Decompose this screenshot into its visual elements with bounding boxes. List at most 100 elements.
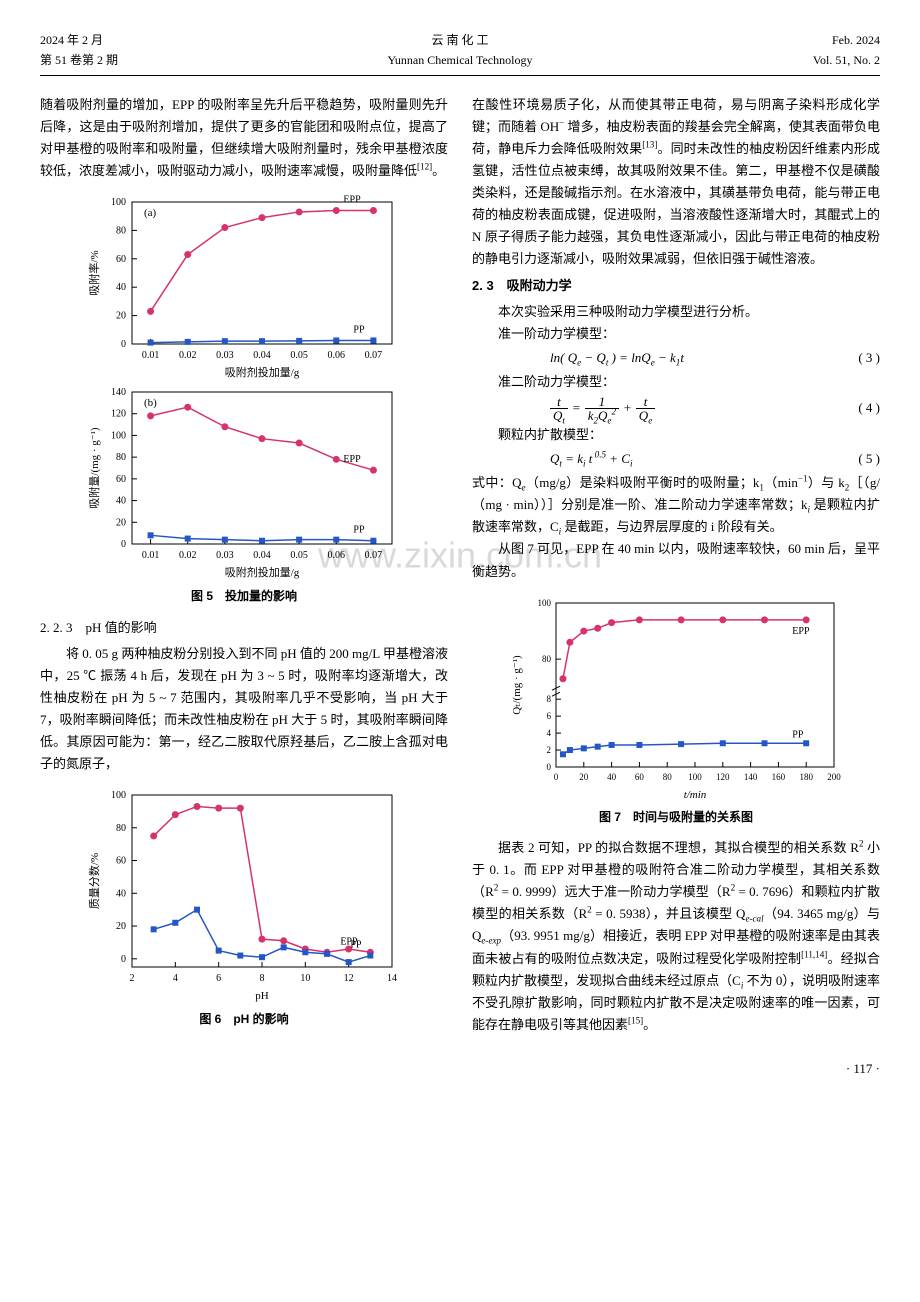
svg-text:吸附率/%: 吸附率/% bbox=[87, 251, 101, 296]
svg-text:(b): (b) bbox=[144, 397, 157, 409]
svg-text:0.04: 0.04 bbox=[253, 350, 271, 361]
header-month: Feb. 2024 bbox=[760, 30, 880, 50]
svg-text:60: 60 bbox=[116, 254, 126, 265]
figure-6: 2468101214020406080100pH质量分数/%EPPPP 图 6 … bbox=[40, 785, 448, 1029]
paragraph-3: 在酸性环境易质子化，从而使其带正电荷，易与阴离子染料形成化学键；而随着 OH− … bbox=[472, 94, 880, 271]
svg-text:120: 120 bbox=[716, 772, 730, 782]
svg-text:PP: PP bbox=[353, 525, 365, 536]
svg-text:100: 100 bbox=[688, 772, 702, 782]
header-vol-no: Vol. 51, No. 2 bbox=[760, 50, 880, 70]
paragraph-4: 本次实验采用三种吸附动力学模型进行分析。 bbox=[472, 301, 880, 323]
svg-text:40: 40 bbox=[116, 888, 126, 899]
svg-text:80: 80 bbox=[542, 654, 552, 664]
figure-6-chart: 2468101214020406080100pH质量分数/%EPPPP bbox=[84, 785, 404, 1005]
svg-text:60: 60 bbox=[116, 856, 126, 867]
svg-text:Qₜ/(mg · g⁻¹): Qₜ/(mg · g⁻¹) bbox=[511, 655, 523, 715]
section-2-2-3: 2. 2. 3 pH 值的影响 bbox=[40, 617, 448, 639]
svg-text:60: 60 bbox=[635, 772, 645, 782]
model-1-label: 准一阶动力学模型： bbox=[472, 323, 880, 345]
svg-text:10: 10 bbox=[300, 973, 310, 984]
svg-text:100: 100 bbox=[111, 431, 126, 442]
header-volume: 第 51 卷第 2 期 bbox=[40, 50, 160, 70]
svg-text:180: 180 bbox=[799, 772, 813, 782]
svg-text:PP: PP bbox=[350, 940, 362, 951]
svg-text:0.02: 0.02 bbox=[179, 550, 197, 561]
svg-text:吸附量/(mg · g⁻¹): 吸附量/(mg · g⁻¹) bbox=[87, 427, 101, 509]
svg-text:140: 140 bbox=[744, 772, 758, 782]
section-2-3: 2. 3 吸附动力学 bbox=[472, 275, 880, 297]
figure-5b-chart: 0.010.020.030.040.050.060.07020406080100… bbox=[84, 382, 404, 582]
figure-6-caption: 图 6 pH 的影响 bbox=[40, 1009, 448, 1029]
equation-4: t Qt = 1 k2Qe2 + t Qe ( 4 ) bbox=[472, 395, 880, 422]
svg-text:0.07: 0.07 bbox=[365, 350, 383, 361]
paragraph-2: 将 0. 05 g 两种柚皮粉分别投入到不同 pH 值的 200 mg/L 甲基… bbox=[40, 643, 448, 776]
svg-text:160: 160 bbox=[772, 772, 786, 782]
svg-text:40: 40 bbox=[607, 772, 617, 782]
svg-text:(a): (a) bbox=[144, 207, 157, 219]
equation-3: ln( Qe − Qt ) = lnQe − k1t ( 3 ) bbox=[472, 347, 880, 369]
page-header: 2024 年 2 月 第 51 卷第 2 期 云 南 化 工 Yunnan Ch… bbox=[40, 30, 880, 76]
svg-text:40: 40 bbox=[116, 282, 126, 293]
svg-text:PP: PP bbox=[353, 325, 365, 336]
svg-text:80: 80 bbox=[116, 452, 126, 463]
paragraph-1: 随着吸附剂量的增加，EPP 的吸附率呈先升后平稳趋势，吸附量则先升后降，这是由于… bbox=[40, 94, 448, 182]
svg-text:0: 0 bbox=[121, 339, 126, 350]
svg-text:100: 100 bbox=[111, 197, 126, 208]
svg-text:120: 120 bbox=[111, 409, 126, 420]
page-number: · 117 · bbox=[40, 1058, 880, 1080]
svg-text:100: 100 bbox=[111, 790, 126, 801]
svg-text:12: 12 bbox=[344, 973, 354, 984]
svg-text:0: 0 bbox=[121, 539, 126, 550]
svg-text:20: 20 bbox=[116, 921, 126, 932]
svg-text:0.07: 0.07 bbox=[365, 550, 383, 561]
svg-text:EPP: EPP bbox=[792, 625, 810, 636]
journal-title-cn: 云 南 化 工 bbox=[160, 30, 760, 50]
model-2-label: 准二阶动力学模型： bbox=[472, 371, 880, 393]
svg-text:20: 20 bbox=[116, 311, 126, 322]
svg-text:0.03: 0.03 bbox=[216, 550, 234, 561]
svg-text:0.01: 0.01 bbox=[142, 350, 160, 361]
svg-text:4: 4 bbox=[173, 973, 178, 984]
svg-text:0.05: 0.05 bbox=[290, 350, 308, 361]
model-3-label: 颗粒内扩散模型： bbox=[472, 424, 880, 446]
paragraph-5: 式中：Qe（mg/g）是染料吸附平衡时的吸附量；k1（min−1）与 k2［（g… bbox=[472, 472, 880, 538]
figure-5-caption: 图 5 投加量的影响 bbox=[40, 586, 448, 606]
svg-text:40: 40 bbox=[116, 496, 126, 507]
svg-text:0: 0 bbox=[554, 772, 559, 782]
figure-5: 0.010.020.030.040.050.060.07020406080100… bbox=[40, 192, 448, 606]
svg-text:8: 8 bbox=[260, 973, 265, 984]
journal-title-en: Yunnan Chemical Technology bbox=[160, 50, 760, 70]
svg-text:t/min: t/min bbox=[684, 789, 707, 801]
figure-7-caption: 图 7 时间与吸附量的关系图 bbox=[472, 807, 880, 827]
svg-text:0: 0 bbox=[121, 954, 126, 965]
svg-text:吸附剂投加量/g: 吸附剂投加量/g bbox=[225, 365, 300, 379]
paragraph-6: 从图 7 可见，EPP 在 40 min 以内，吸附速率较快，60 min 后，… bbox=[472, 538, 880, 582]
figure-5a-chart: 0.010.020.030.040.050.060.07020406080100… bbox=[84, 192, 404, 382]
svg-text:4: 4 bbox=[547, 728, 552, 738]
svg-text:PP: PP bbox=[792, 729, 804, 740]
header-date: 2024 年 2 月 bbox=[40, 30, 160, 50]
svg-text:吸附剂投加量/g: 吸附剂投加量/g bbox=[225, 565, 300, 579]
svg-text:140: 140 bbox=[111, 387, 126, 398]
figure-7: 0204060801001201401601802000246880100t/m… bbox=[472, 593, 880, 827]
svg-text:80: 80 bbox=[116, 226, 126, 237]
svg-text:0.02: 0.02 bbox=[179, 350, 197, 361]
svg-text:2: 2 bbox=[130, 973, 135, 984]
svg-text:80: 80 bbox=[116, 823, 126, 834]
svg-text:0.04: 0.04 bbox=[253, 550, 271, 561]
svg-text:60: 60 bbox=[116, 474, 126, 485]
right-column: 在酸性环境易质子化，从而使其带正电荷，易与阴离子染料形成化学键；而随着 OH− … bbox=[472, 94, 880, 1040]
svg-text:8: 8 bbox=[547, 694, 552, 704]
svg-text:2: 2 bbox=[547, 745, 552, 755]
svg-text:20: 20 bbox=[579, 772, 589, 782]
svg-text:80: 80 bbox=[663, 772, 673, 782]
svg-text:20: 20 bbox=[116, 517, 126, 528]
equation-5: Qt = ki t 0.5 + Ci ( 5 ) bbox=[472, 448, 880, 470]
svg-text:质量分数/%: 质量分数/% bbox=[88, 853, 101, 909]
svg-text:EPP: EPP bbox=[343, 195, 361, 206]
paragraph-7: 据表 2 可知，PP 的拟合数据不理想，其拟合模型的相关系数 R2 小于 0. … bbox=[472, 837, 880, 1036]
svg-text:EPP: EPP bbox=[343, 454, 361, 465]
svg-text:200: 200 bbox=[827, 772, 841, 782]
svg-text:6: 6 bbox=[216, 973, 221, 984]
svg-text:0.03: 0.03 bbox=[216, 350, 234, 361]
